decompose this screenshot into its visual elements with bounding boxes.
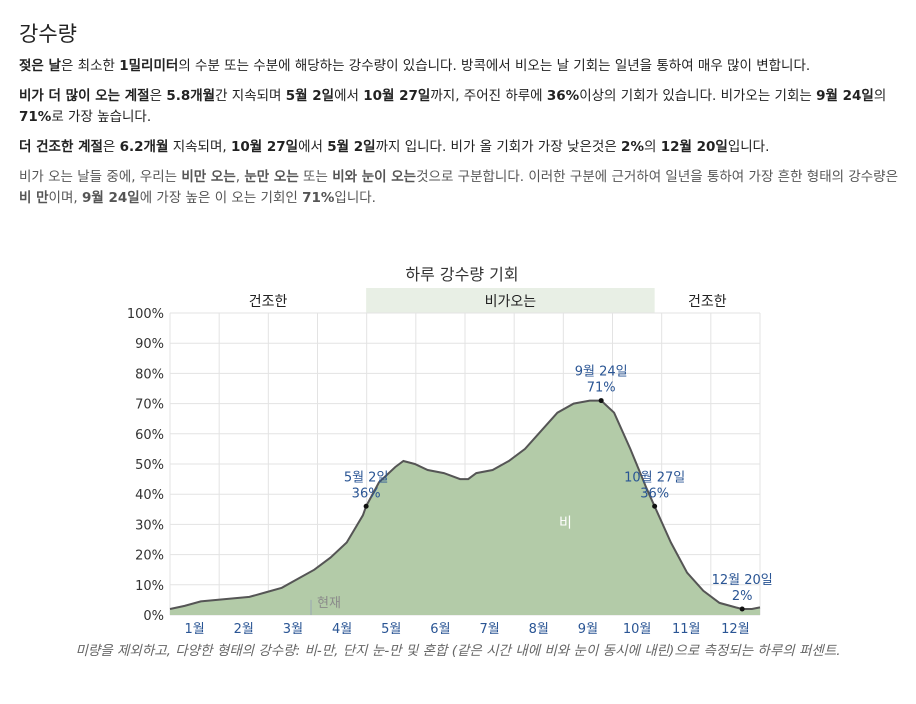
paragraph-precip-types: 비가 오는 날들 중에, 우리는 비만 오는, 눈만 오는 또는 비와 눈이 오… <box>19 169 899 206</box>
y-tick-label: 40% <box>135 488 164 503</box>
season-bands: 건조한 비가오는 건조한 <box>249 288 727 313</box>
annotation-date: 10월 27일 <box>624 470 685 485</box>
paragraph-wet-season: 비가 더 많이 오는 계절은 5.8개월간 지속되며 5월 2일에서 10월 2… <box>19 88 887 125</box>
annotation-point <box>598 398 604 404</box>
page-title: 강수량 <box>19 22 77 46</box>
y-tick-label: 70% <box>135 398 164 413</box>
x-tick-label: 10월 <box>623 622 652 637</box>
y-tick-label: 90% <box>135 337 164 352</box>
series-label-rain: 비 <box>559 515 572 531</box>
article: 강수량 젖은 날은 최소한 1밀리미터의 수분 또는 수분에 해당하는 강수량이… <box>19 18 901 218</box>
dry-season-label: 건조한 <box>688 294 727 310</box>
x-tick-label: 5월 <box>381 622 401 637</box>
x-tick-label: 6월 <box>430 622 450 637</box>
precipitation-chart: 하루 강수량 기회 건조한 비가오는 건조한 비현재 0% 10% 20% 30% 40% 5… <box>127 265 773 637</box>
annotation-point <box>739 606 745 612</box>
x-tick-label: 11월 <box>672 622 701 637</box>
annotation-date: 5월 2일 <box>344 470 389 485</box>
x-tick-label: 3월 <box>283 622 303 637</box>
y-tick-label: 50% <box>135 458 164 473</box>
chart-caption: 미량을 제외하고, 다양한 형태의 강수량: 비-만, 단지 눈-만 및 혼합 … <box>75 643 841 659</box>
x-tick-label: 2월 <box>234 622 254 637</box>
annotation-point <box>363 503 369 509</box>
y-tick-label: 80% <box>135 367 164 382</box>
annotation-date: 9월 24일 <box>575 365 628 380</box>
y-tick-label: 0% <box>143 609 164 624</box>
annotation-value: 36% <box>640 486 669 501</box>
annotation-value: 2% <box>732 589 753 604</box>
y-axis: 0% 10% 20% 30% 40% 50% 60% 70% 80% 90% 100% <box>127 307 164 624</box>
paragraph-dry-season: 더 건조한 계절은 6.2개월 지속되며, 10월 27일에서 5월 2일까지 … <box>19 139 770 155</box>
x-tick-label: 7월 <box>479 622 499 637</box>
annotation-value: 71% <box>587 381 616 396</box>
y-tick-label: 100% <box>127 307 164 322</box>
y-tick-label: 10% <box>135 579 164 594</box>
annotation-value: 36% <box>352 486 381 501</box>
annotation-point <box>652 503 658 509</box>
y-tick-label: 30% <box>135 518 164 533</box>
x-tick-label: 1월 <box>184 622 204 637</box>
chart-title: 하루 강수량 기회 <box>405 265 518 284</box>
y-tick-label: 60% <box>135 428 164 443</box>
wet-season-band <box>366 288 655 313</box>
x-tick-label: 12월 <box>721 622 750 637</box>
paragraph-wet-days: 젖은 날은 최소한 1밀리미터의 수분 또는 수분에 해당하는 강수량이 있습니… <box>19 58 811 74</box>
dry-season-label: 건조한 <box>249 294 288 310</box>
x-tick-label: 9월 <box>578 622 598 637</box>
area-layer: 비현재 <box>169 399 761 615</box>
today-label: 현재 <box>317 596 341 611</box>
annotation-date: 12월 20일 <box>712 573 773 588</box>
x-tick-label: 4월 <box>332 622 352 637</box>
rain-line <box>169 399 761 610</box>
rain-area <box>170 400 760 615</box>
wet-season-label: 비가오는 <box>485 294 537 310</box>
x-tick-label: 8월 <box>529 622 549 637</box>
y-tick-label: 20% <box>135 549 164 564</box>
x-axis: 1월 2월 3월 4월 5월 6월 7월 8월 9월 10월 11월 12월 <box>184 622 749 637</box>
